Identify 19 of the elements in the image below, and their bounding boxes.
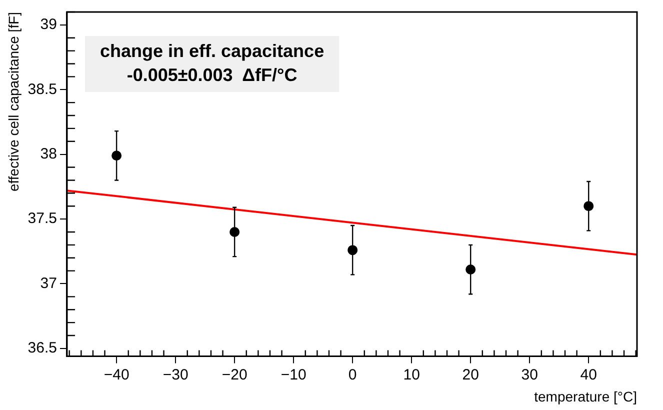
x-axis-title: temperature [°C] <box>534 388 637 404</box>
x-tick-label: 10 <box>403 366 420 384</box>
annotation: change in eff. capacitance <box>100 40 324 61</box>
y-tick-label: 37.5 <box>28 210 57 228</box>
y-axis-title: effective cell capacitance [fF] <box>5 12 22 192</box>
x-tick-label: 30 <box>521 366 538 384</box>
y-tick-label: 39 <box>40 16 57 34</box>
x-tick-label: −40 <box>104 366 130 384</box>
x-tick-label: −10 <box>280 366 306 384</box>
x-tick-label: 0 <box>348 366 357 384</box>
y-tick-label: 38.5 <box>28 80 57 98</box>
annotation: -0.005±0.003 ΔfF/°C <box>126 64 298 85</box>
y-tick-label: 37 <box>40 274 57 292</box>
x-tick-label: 40 <box>580 366 597 384</box>
x-tick-label: −20 <box>222 366 248 384</box>
y-tick-label: 36.5 <box>28 340 57 357</box>
x-tick-label: −30 <box>162 366 188 384</box>
x-tick-label: 20 <box>462 366 479 384</box>
y-tick-label: 38 <box>40 145 57 162</box>
